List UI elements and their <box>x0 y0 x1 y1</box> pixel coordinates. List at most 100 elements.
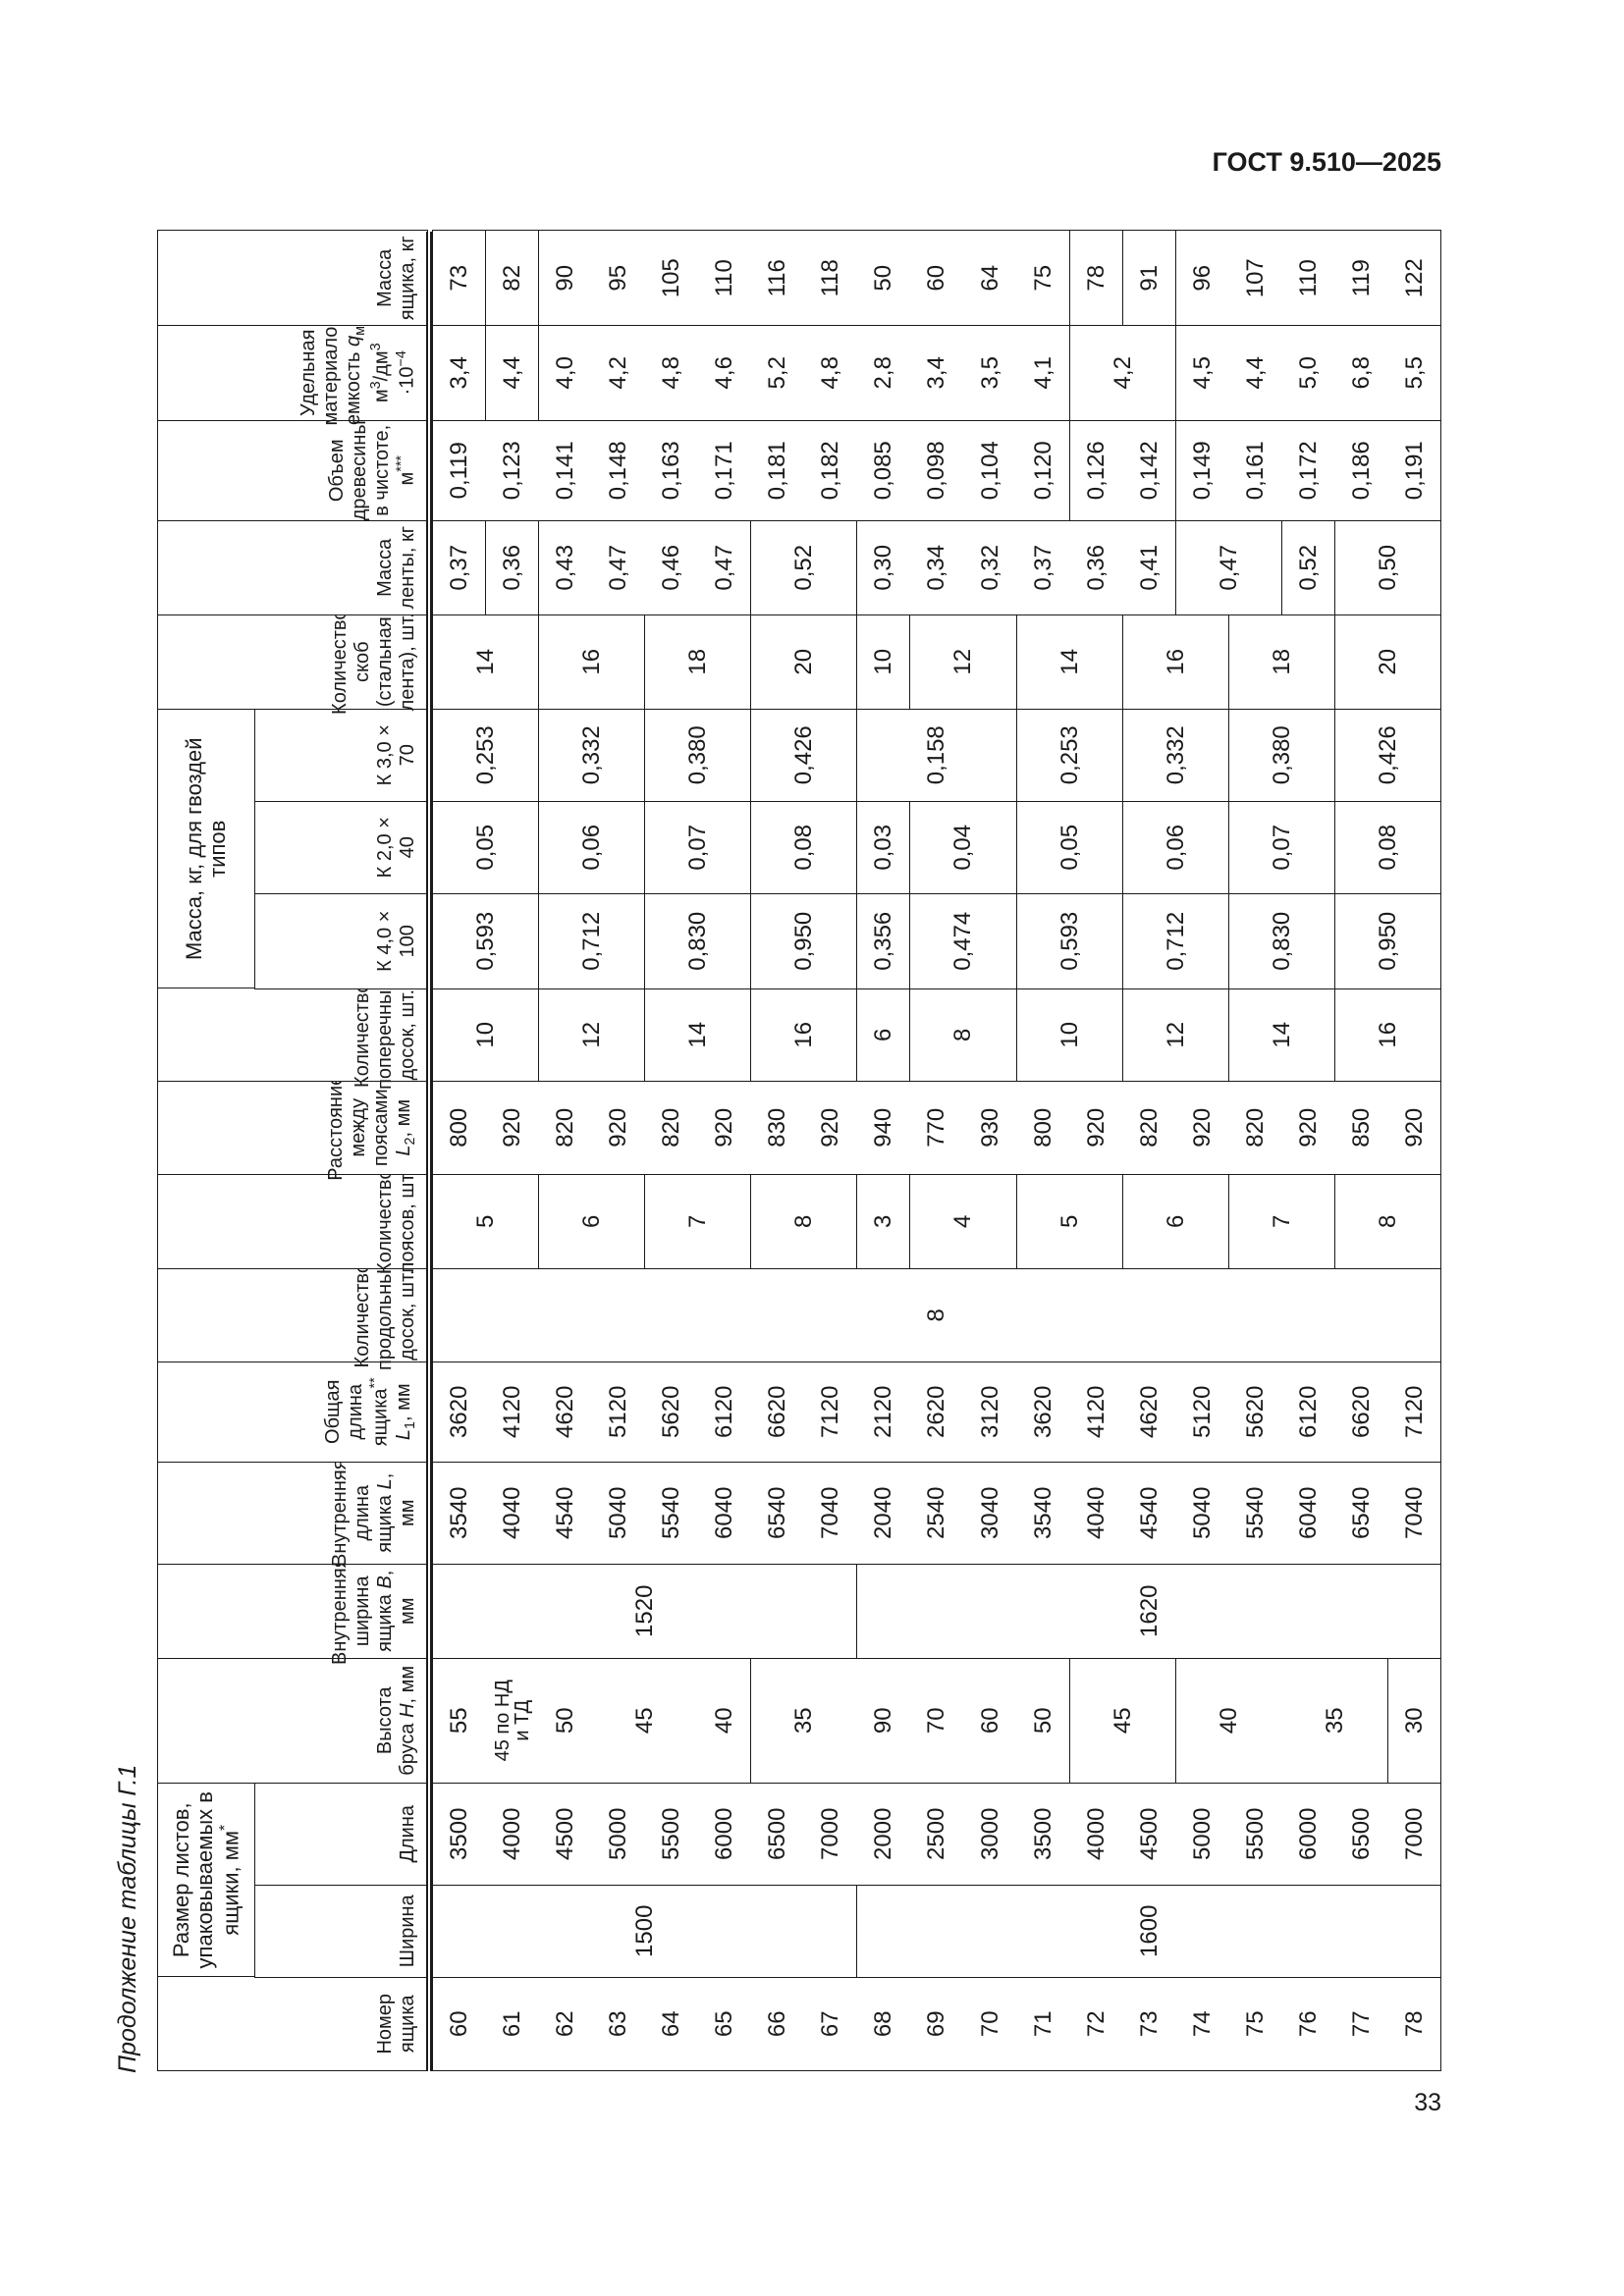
table-cell-group: 8 <box>432 1267 1442 1362</box>
table-cell-group: 0,830 <box>644 892 752 989</box>
cell-value: 0,36 <box>1082 544 1110 591</box>
cell-value: 4,2 <box>605 356 632 390</box>
table-cell: 116 <box>751 232 804 326</box>
cell-value: 16 <box>1374 1021 1401 1048</box>
cell-value: 8 <box>949 1028 977 1041</box>
table-cell-group: 35 90 70 60 50 <box>750 1657 1071 1784</box>
table-cell: 73 <box>1123 1978 1176 2071</box>
table-cell-group: 0,05 <box>432 800 540 894</box>
table-cell-group: 18 <box>1227 614 1336 710</box>
cell-value: 0,712 <box>1162 911 1189 971</box>
cell-value: 0,08 <box>1374 824 1401 871</box>
cell-value: 0,50 <box>1374 544 1401 591</box>
header-text: 3 <box>368 343 385 351</box>
cell-value: 0,104 <box>976 441 1003 501</box>
table-cell: 7120 <box>1388 1362 1441 1463</box>
header-text: L <box>392 1429 414 1441</box>
table-cell: 18 <box>1229 615 1335 710</box>
column-header: К 3,0 × 70 <box>254 708 428 802</box>
column-header: Ширина <box>254 1884 428 1978</box>
table-cell: 850 <box>1335 1082 1388 1175</box>
table-cell: 4620 <box>1123 1362 1176 1463</box>
table-cell-group: 4,4 <box>485 324 540 421</box>
cell-value: 64 <box>976 264 1003 292</box>
table-cell-group: 78 <box>1068 230 1124 326</box>
header-text: ** <box>367 1377 384 1389</box>
cell-value: 4120 <box>1082 1385 1110 1438</box>
table-cell: 2620 <box>910 1362 963 1463</box>
cell-value: 820 <box>1241 1107 1269 1148</box>
cell-value: 920 <box>817 1107 844 1148</box>
table-cell: 3620 <box>433 1362 486 1463</box>
table-cell: 62 <box>539 1978 592 2071</box>
table-cell: 65 <box>698 1978 751 2071</box>
cell-value: 0,332 <box>1162 725 1189 785</box>
column-header: Общая длина ящика** L1, мм <box>157 1361 428 1463</box>
cell-value: 2620 <box>923 1385 950 1438</box>
table-cell: 90 <box>539 232 592 326</box>
cell-value: 0,142 <box>1135 441 1163 501</box>
column-header-label: Удельная материало-емкость qм, м3/дм3 ·1… <box>298 320 419 426</box>
table-cell: 16 <box>751 989 857 1082</box>
column-header: Расстояние между поясами L2, мм <box>157 1075 428 1181</box>
table-cell: 30 <box>1388 1659 1441 1784</box>
cell-value: 3620 <box>1029 1385 1056 1438</box>
header-text: Количество поперечных досок, шт. <box>351 980 418 1090</box>
cell-value: 0,426 <box>1374 725 1401 785</box>
header-text: Номер ящика <box>373 1993 418 2055</box>
cell-value: 0,123 <box>499 441 526 501</box>
cell-value: 91 <box>1135 264 1163 292</box>
table-cell: 40 <box>698 1659 751 1784</box>
table-cell: 0,46 <box>645 521 698 615</box>
table-cell: 7000 <box>1388 1784 1441 1886</box>
cell-value: 2,8 <box>870 356 897 390</box>
table-cell-group: 0,356 <box>856 892 911 989</box>
table-cell-group: 0,07 <box>1227 800 1336 894</box>
table-cell: 0,52 <box>751 521 857 615</box>
table-cell-group: 0,06 <box>538 800 646 894</box>
table-cell: 68 <box>857 1978 910 2071</box>
table-cell: 0,142 <box>1123 421 1176 521</box>
table-cell-group: 0,149 0,161 0,172 0,186 0,191 <box>1174 419 1442 521</box>
header-text: Количество поясов, шт. <box>373 1168 418 1274</box>
cell-value: 0,07 <box>684 824 712 871</box>
table-caption: Продолжение таблицы Г.1 <box>114 1764 141 2073</box>
cell-value: 69 <box>923 2010 950 2038</box>
table-cell: 6040 <box>698 1463 751 1565</box>
column-header: Объем древесины в чистоте, м*** <box>157 419 428 521</box>
table-cell: 1620 <box>857 1565 1441 1659</box>
cell-value: 820 <box>658 1107 685 1148</box>
table-cell: 5120 <box>1176 1362 1229 1463</box>
table-cell: 0,182 <box>804 421 857 521</box>
cell-value: 73 <box>1135 2010 1163 2038</box>
page-number: 33 <box>1414 2089 1441 2116</box>
table-cell: 0,34 <box>910 521 963 615</box>
cell-value: 6 <box>578 1214 606 1228</box>
table-cell: 2120 <box>857 1362 910 1463</box>
table-cell: 0,47 <box>698 521 751 615</box>
table-cell: 0,332 <box>539 710 645 802</box>
table-cell-group: 0,50 <box>1333 519 1442 615</box>
cell-value: 61 <box>499 2010 526 2038</box>
table-cell: 4,4 <box>486 326 539 421</box>
table-cell: 3 <box>857 1175 910 1269</box>
table-cell: 63 <box>592 1978 645 2071</box>
header-text: Расстояние между поясами <box>324 1074 392 1181</box>
table-cell: 0,08 <box>1335 802 1441 894</box>
cell-value: 0,712 <box>578 911 606 971</box>
table-cell: 4000 <box>486 1784 539 1886</box>
cell-value: 0,253 <box>1056 725 1083 785</box>
cell-value: 4000 <box>1082 1807 1110 1860</box>
cell-value: 40 <box>711 1707 738 1735</box>
table-cell: 2040 <box>857 1463 910 1565</box>
cell-value: 66 <box>764 2010 791 2038</box>
boxes-table: Размер листов, упаковываемых в ящики, мм… <box>157 230 1442 2071</box>
cell-value: 4 <box>949 1214 977 1228</box>
header-text: , мм <box>392 1098 414 1138</box>
table-cell-group: 0,06 <box>1121 800 1230 894</box>
cell-value: 8 <box>790 1214 818 1228</box>
header-text: К 4,0 × 100 <box>373 910 418 972</box>
cell-value: 5500 <box>1241 1807 1269 1860</box>
table-cell-group: 3 <box>856 1173 911 1269</box>
cell-value: 0,05 <box>472 824 500 871</box>
